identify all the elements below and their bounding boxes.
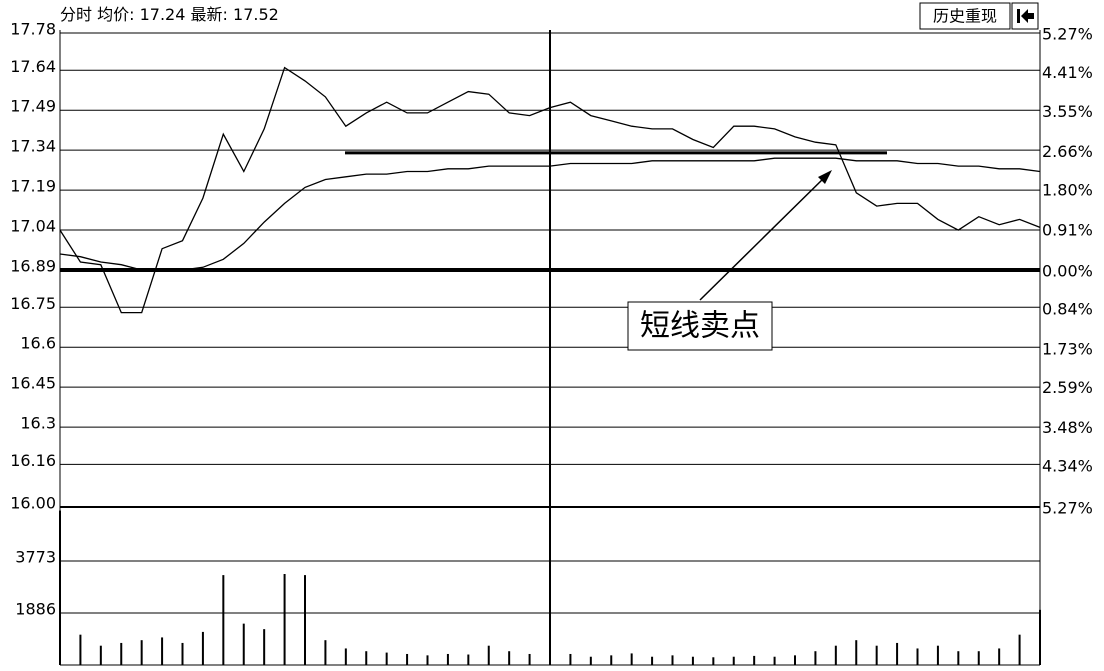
volume-bar	[834, 645, 837, 665]
y-tick-label: 17.49	[10, 97, 56, 116]
back-button[interactable]	[1011, 2, 1039, 30]
volume-bar	[161, 637, 164, 665]
volume-bar	[998, 648, 1001, 665]
latest-value: 17.52	[233, 5, 279, 24]
volume-tick-label: 1886	[15, 599, 56, 618]
volume-bar	[794, 655, 796, 665]
y-tick-label: 17.04	[10, 217, 56, 236]
volume-bar	[916, 648, 919, 665]
y2-tick-label: 3.55%	[1042, 102, 1093, 121]
y2-tick-label: 0.00%	[1042, 262, 1093, 281]
y-tick-label: 16.3	[20, 414, 56, 433]
y-tick-label: 16.89	[10, 257, 56, 276]
button-box[interactable]	[919, 2, 1011, 30]
y2-tick-label: 4.41%	[1042, 63, 1093, 82]
annotation-arrow	[699, 175, 827, 301]
header: 分时 均价: 17.24 最新: 17.52	[60, 5, 279, 24]
y2-tick-label: 1.73%	[1042, 339, 1093, 358]
y-tick-label: 16.45	[10, 374, 56, 393]
volume-bar	[712, 657, 715, 665]
volume-bar	[671, 655, 674, 665]
volume-bar	[1018, 634, 1021, 665]
volume-bar	[589, 656, 592, 665]
volume-bar	[222, 575, 225, 665]
y-tick-label: 16.00	[10, 494, 56, 513]
volume-tick-label: 3773	[15, 547, 56, 566]
y2-tick-label: 4.34%	[1042, 457, 1093, 476]
annotation-text: 短线卖点	[640, 309, 760, 344]
volume-bar	[467, 654, 470, 665]
y2-tick-label: 2.59%	[1042, 378, 1093, 397]
volume-bar	[957, 651, 960, 665]
volume-bar	[140, 640, 143, 665]
volume-bar	[773, 656, 776, 665]
y-tick-label: 17.78	[10, 20, 56, 39]
volume-bar	[385, 652, 388, 665]
y-tick-label: 17.19	[10, 177, 56, 196]
volume-bar	[508, 651, 511, 665]
avg-value: 17.24	[140, 5, 186, 24]
volume-bar	[406, 653, 409, 665]
volume-bar	[283, 574, 286, 665]
y-tick-label: 16.75	[10, 294, 56, 313]
volume-bar	[936, 645, 939, 665]
arrow-head	[818, 170, 832, 184]
mode: 分时	[60, 5, 92, 24]
volume-bar	[426, 655, 429, 665]
y2-tick-label: 5.27%	[1042, 25, 1093, 44]
volume-bar	[99, 645, 102, 665]
volume-bar	[79, 634, 82, 665]
volume-bar	[569, 653, 572, 665]
volume-bar	[732, 656, 735, 665]
average-line	[59, 157, 1041, 271]
history-button[interactable]: 历史重现	[919, 2, 1011, 30]
volume-bar	[691, 656, 694, 665]
back-arrow	[1021, 9, 1034, 23]
annotation: 短线卖点	[627, 170, 832, 351]
volume-bar	[181, 642, 184, 665]
volume-bar	[120, 642, 123, 665]
button-label[interactable]: 历史重现	[933, 7, 997, 26]
volume-bar	[528, 653, 531, 665]
y2-tick-label: 2.66%	[1042, 142, 1093, 161]
volume-bar	[549, 652, 551, 665]
volume-bar	[344, 648, 347, 665]
volume-bar	[896, 642, 899, 665]
volume-bar	[201, 631, 204, 665]
volume-bar	[753, 655, 756, 665]
volume-bar	[365, 651, 368, 665]
volume-bar	[610, 655, 613, 665]
volume-bar	[263, 629, 266, 665]
avg-label: 均价:	[97, 5, 134, 24]
volume-bar	[814, 651, 817, 665]
y2-tick-label: 0.84%	[1042, 299, 1093, 318]
annotation-box	[627, 301, 773, 351]
price-line	[59, 66, 1041, 314]
y2-tick-label: 5.27%	[1042, 499, 1093, 518]
volume-bar	[487, 645, 490, 665]
volume-bar	[651, 656, 654, 665]
volume-bar	[875, 645, 878, 665]
y-tick-label: 17.34	[10, 137, 56, 156]
latest-label: 最新:	[191, 5, 228, 24]
volume-bar	[630, 653, 633, 665]
volume-bar	[324, 640, 327, 665]
y2-tick-label: 1.80%	[1042, 181, 1093, 200]
back-bar	[1017, 9, 1020, 23]
y2-tick-label: 0.91%	[1042, 221, 1093, 240]
volume-bar	[855, 640, 858, 665]
y-tick-label: 16.16	[10, 451, 56, 470]
volume-bar	[446, 653, 449, 665]
y-tick-label: 16.6	[20, 334, 56, 353]
volume-bar	[242, 623, 245, 665]
volume-bar	[977, 651, 980, 665]
y2-tick-label: 3.48%	[1042, 418, 1093, 437]
y-tick-label: 17.64	[10, 57, 56, 76]
volume-bar	[1039, 609, 1041, 665]
volume-bar	[59, 510, 61, 665]
volume-bar	[304, 575, 306, 665]
